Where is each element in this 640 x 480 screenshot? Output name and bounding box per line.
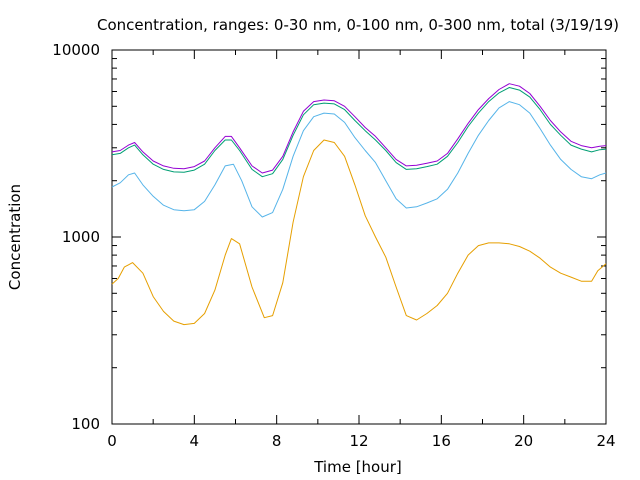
plot-frame (111, 49, 607, 425)
series-line-3 (111, 87, 607, 178)
series-line-1 (111, 139, 607, 326)
x-tick-label: 0 (107, 432, 117, 450)
x-tick-label: 4 (190, 432, 200, 450)
x-tick-label: 12 (349, 432, 368, 450)
x-tick-label: 8 (272, 432, 282, 450)
series-line-4 (111, 83, 607, 174)
y-axis-label: Concentration (6, 184, 24, 290)
series-lines (111, 83, 607, 326)
x-tick-label: 24 (596, 432, 615, 450)
series-line-2 (111, 101, 607, 218)
y-tick-label: 1000 (62, 228, 100, 246)
x-tick-label: 20 (514, 432, 533, 450)
x-tick-label: 16 (432, 432, 451, 450)
axis-tick-labels: 0 4 8 12 16 20 24 100 1000 10000 (52, 41, 615, 450)
chart-title: Concentration, ranges: 0-30 nm, 0-100 nm… (97, 16, 619, 34)
y-tick-label: 100 (71, 415, 100, 433)
y-tick-label: 10000 (52, 41, 100, 59)
axis-ticks (111, 50, 607, 425)
x-axis-label: Time [hour] (313, 458, 402, 476)
